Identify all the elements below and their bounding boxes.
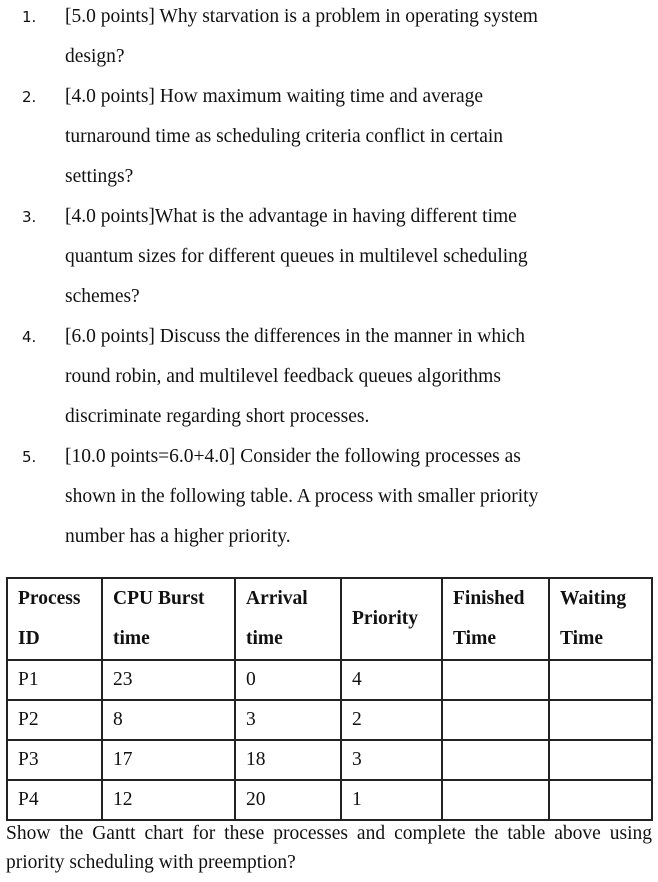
column-header-text: ID	[18, 628, 40, 649]
table-cell	[548, 699, 653, 741]
table-row: P2 8 3 2	[6, 699, 653, 741]
question-number: 1.	[22, 8, 37, 26]
process-table: Process ID CPU Burst time Arrival time Priorit…	[6, 577, 653, 821]
column-header-text: Time	[453, 628, 496, 649]
question-text-line: [4.0 points]What is the advantage in hav…	[65, 206, 517, 227]
question-number: 2.	[22, 88, 37, 106]
question-text-line: design?	[65, 46, 125, 67]
table-cell	[441, 779, 550, 821]
column-header-text: Waiting	[560, 588, 627, 609]
question-number: 4.	[22, 328, 37, 346]
column-header-text: Priority	[352, 608, 419, 629]
column-header: CPU Burst time	[101, 577, 236, 661]
column-header-text: Finished	[453, 588, 525, 609]
column-header-text: Process	[18, 588, 81, 609]
table-cell: P2	[6, 699, 103, 741]
table-cell: P3	[6, 739, 103, 781]
table-cell: 4	[340, 659, 443, 701]
table-cell	[441, 659, 550, 701]
column-header: Arrival time	[234, 577, 342, 661]
table-cell: P4	[6, 779, 103, 821]
table-cell	[548, 779, 653, 821]
question-text-line: [6.0 points] Discuss the differences in …	[65, 326, 525, 347]
table-cell: 12	[101, 779, 236, 821]
column-header-text: Time	[560, 628, 603, 649]
column-header: Priority	[340, 577, 443, 661]
table-cell	[441, 739, 550, 781]
table-cell: 3	[340, 739, 443, 781]
table-cell: 1	[340, 779, 443, 821]
question-text-line: [5.0 points] Why starvation is a problem…	[65, 6, 538, 27]
question-text-line: turnaround time as scheduling criteria c…	[65, 126, 504, 147]
table-cell: 0	[234, 659, 342, 701]
question-number: 3.	[22, 208, 37, 226]
table-cell: 18	[234, 739, 342, 781]
table-cell: 2	[340, 699, 443, 741]
question-number: 5.	[22, 448, 37, 466]
question-text-line: discriminate regarding short processes.	[65, 406, 370, 427]
table-cell	[441, 699, 550, 741]
column-header-text: time	[113, 628, 150, 649]
question-text-line: shown in the following table. A process …	[65, 486, 539, 507]
question-text-line: schemes?	[65, 286, 140, 307]
table-cell: 8	[101, 699, 236, 741]
table-cell: 17	[101, 739, 236, 781]
table-row: P4 12 20 1	[6, 779, 653, 821]
table-cell: P1	[6, 659, 103, 701]
column-header: Waiting Time	[548, 577, 653, 661]
question-text-line: quantum sizes for different queues in mu…	[65, 246, 528, 267]
table-cell: 23	[101, 659, 236, 701]
table-header-row: Process ID CPU Burst time Arrival time Priorit…	[6, 577, 653, 661]
column-header-text: CPU Burst	[113, 588, 205, 609]
table-row: P1 23 0 4	[6, 659, 653, 701]
instruction-text: Show the Gantt chart for these processes…	[6, 823, 652, 873]
question-text-line: round robin, and multilevel feedback que…	[65, 366, 501, 387]
table-cell	[548, 739, 653, 781]
table-row: P3 17 18 3	[6, 739, 653, 781]
table-cell	[548, 659, 653, 701]
table-cell: 20	[234, 779, 342, 821]
question-text-line: settings?	[65, 166, 134, 187]
question-text-line: [4.0 points] How maximum waiting time an…	[65, 86, 484, 107]
column-header-text: time	[246, 628, 283, 649]
table-cell: 3	[234, 699, 342, 741]
column-header: Process ID	[6, 577, 103, 661]
column-header: Finished Time	[441, 577, 550, 661]
column-header-text: Arrival	[246, 588, 308, 609]
question-text-line: number has a higher priority.	[65, 526, 291, 547]
question-text-line: [10.0 points=6.0+4.0] Consider the follo…	[65, 446, 521, 467]
